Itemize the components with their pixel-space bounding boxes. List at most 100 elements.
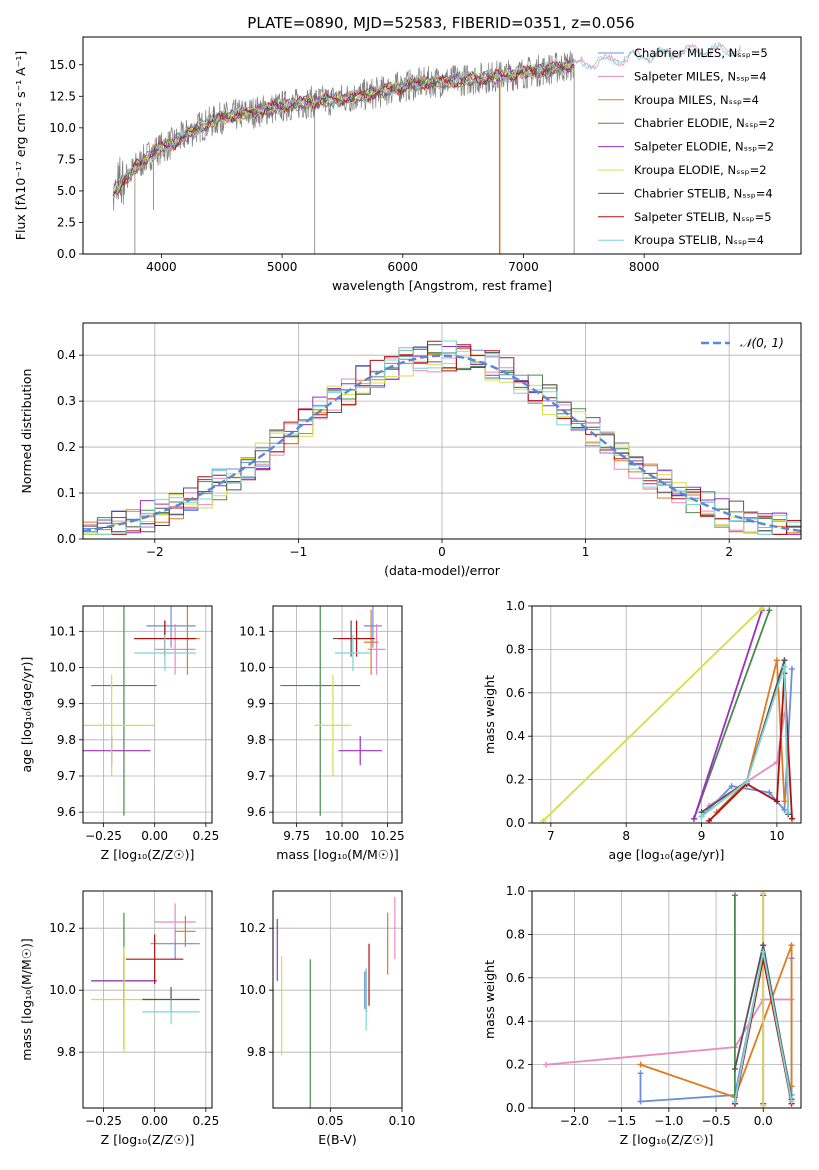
mass-weight-point — [773, 798, 780, 805]
mass-weight-point — [766, 789, 773, 796]
y-axis-label: mass weight — [482, 675, 497, 754]
mass-weight-line — [542, 607, 763, 822]
mass-weight-line — [693, 609, 771, 820]
y-tick-label: 9.8 — [57, 733, 76, 747]
mass-weight-point — [637, 1061, 644, 1068]
x-tick-label: 2 — [725, 545, 733, 559]
y-tick-label: 10.0 — [239, 983, 266, 997]
x-tick-label: 0.00 — [141, 829, 168, 843]
legend-label: 𝒩(0, 1) — [740, 336, 784, 350]
y-tick-label: 10.0 — [49, 660, 76, 674]
y-tick-label: 10.2 — [49, 921, 76, 935]
y-tick-label: 0.6 — [506, 686, 525, 700]
x-tick-label: 10 — [769, 829, 784, 843]
y-tick-label: 0.3 — [57, 394, 76, 408]
residual-histogram — [83, 340, 801, 535]
mass-weight-point — [728, 783, 735, 790]
y-tick-label: 9.6 — [247, 805, 266, 819]
x-tick-label: 0.0 — [754, 1114, 773, 1128]
mass-weight-point — [543, 1061, 550, 1068]
legend-label: Kroupa MILES, Nₛₛₚ=4 — [634, 93, 759, 107]
mass-weight-point — [788, 815, 795, 822]
x-axis-label: age [log₁₀(age/yr)] — [609, 847, 725, 862]
axes-frame — [82, 36, 802, 255]
x-tick-label: −2 — [146, 545, 164, 559]
legend-label: Salpeter ELODIE, Nₛₛₚ=2 — [634, 140, 774, 154]
y-axis-label: Normed distribution — [19, 369, 34, 494]
x-tick-label: 0.00 — [141, 1114, 168, 1128]
mass-weight-point — [731, 1098, 738, 1105]
x-axis-label: (data-model)/error — [384, 563, 501, 578]
mass-weight-point — [781, 657, 788, 664]
plot-area — [83, 340, 801, 535]
x-tick-label: 0.25 — [192, 1114, 219, 1128]
y-tick-label: 10.2 — [239, 921, 266, 935]
mass-weight-point — [760, 942, 767, 949]
y-tick-label: 0.0 — [506, 816, 525, 830]
legend: Chabrier MILES, Nₛₛₚ=5 Salpeter MILES, Nₛ… — [598, 46, 775, 247]
x-tick-label: −0.25 — [85, 1114, 122, 1128]
legend-label: Kroupa ELODIE, Nₛₛₚ=2 — [634, 163, 767, 177]
mass-weight-point — [731, 1065, 738, 1072]
y-tick-label: 0.2 — [57, 440, 76, 454]
mass-weight-point — [788, 1098, 795, 1105]
legend-label: Salpeter STELIB, Nₛₛₚ=5 — [634, 210, 772, 224]
y-tick-label: 9.8 — [247, 733, 266, 747]
y-tick-label: 10.1 — [239, 624, 266, 638]
mass-weight-point — [743, 778, 750, 785]
x-tick-label: 0.10 — [389, 1114, 416, 1128]
x-tick-label: 5000 — [267, 260, 298, 274]
plot-area — [112, 41, 742, 254]
x-tick-label: 9.75 — [283, 829, 310, 843]
y-tick-label: 1.0 — [506, 884, 525, 898]
y-tick-label: 0.8 — [506, 642, 525, 656]
mass-weight-point — [637, 1070, 644, 1077]
y-tick-label: 0.0 — [57, 532, 76, 546]
mass-weight-point — [788, 942, 795, 949]
y-tick-label: 9.8 — [247, 1045, 266, 1059]
panel-residuals: −2 −1 0 1 2 0.0 0.1 0.2 0.3 0.4 (data-model)/error… — [19, 322, 802, 578]
mass-weight-point — [781, 798, 788, 805]
y-tick-label: 9.9 — [247, 697, 266, 711]
gridlines — [273, 891, 403, 1108]
y-tick-label: 10.0 — [49, 121, 76, 135]
y-tick-label: 0.4 — [506, 729, 525, 743]
normal-reference-curve — [83, 354, 801, 533]
legend-label: Salpeter MILES, Nₛₛₚ=4 — [634, 69, 767, 83]
plot-area — [83, 606, 200, 816]
gridlines — [83, 606, 212, 823]
x-axis-label: Z [log₁₀(Z/Z☉)] — [620, 1132, 714, 1147]
axes-frame — [531, 890, 802, 1109]
mass-weight-point — [760, 948, 767, 955]
mass-weight-point — [637, 1098, 644, 1105]
x-tick-label: 10.25 — [370, 829, 404, 843]
x-tick-label: −0.5 — [701, 1114, 730, 1128]
x-tick-label: 0.05 — [317, 1114, 344, 1128]
x-axis-label: Z [log₁₀(Z/Z☉)] — [101, 847, 195, 862]
x-tick-label: 9 — [698, 829, 706, 843]
y-tick-label: 0.6 — [506, 971, 525, 985]
y-tick-label: 2.5 — [57, 215, 76, 229]
y-axis-label: age [log₁₀(age/yr)] — [19, 657, 34, 773]
x-tick-label: 10.00 — [325, 829, 359, 843]
mass-weight-point — [781, 663, 788, 670]
axes-frame — [82, 890, 213, 1109]
x-tick-label: 8000 — [629, 260, 660, 274]
panel-weight-vs-age: 7 8 9 10 0.0 0.2 0.4 0.6 0.8 1.0 age [log₁₀(age/yr… — [482, 599, 802, 862]
panel-weight-vs-z: −2.0 −1.5 −1.0 −0.5 0.0 0.0 0.2 0.4 0.6 0.8 1.0 Z [… — [482, 884, 802, 1147]
mass-weight-line — [693, 610, 763, 819]
axes-frame — [272, 890, 403, 1109]
x-tick-label: 7 — [547, 829, 555, 843]
plot-area — [91, 903, 200, 1053]
panel-mass-vs-ebv: 0.05 0.10 9.8 10.0 10.2 E(B-V) — [239, 890, 416, 1147]
axes-frame — [272, 605, 403, 824]
mass-weight-point — [781, 806, 788, 813]
mass-weight-point — [691, 815, 698, 822]
y-tick-label: 9.8 — [57, 1045, 76, 1059]
plot-area — [280, 606, 386, 816]
panel-mass-vs-z: −0.25 0.00 0.25 9.8 10.0 10.2 Z [log₁₀(Z/Z☉)] m… — [19, 890, 219, 1147]
x-axis-label: wavelength [Angstrom, rest frame] — [332, 278, 552, 293]
y-tick-label: 15.0 — [49, 58, 76, 72]
axes-frame — [82, 322, 802, 540]
